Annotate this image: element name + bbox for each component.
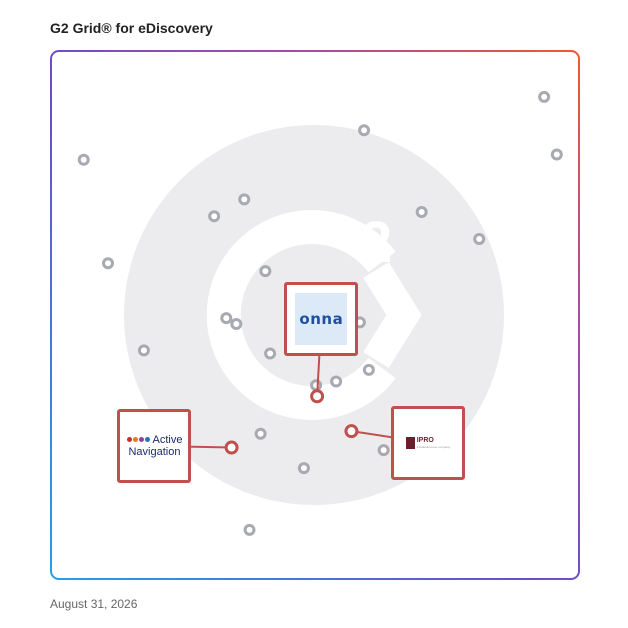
highlighted-product-marker[interactable] xyxy=(310,389,325,404)
product-marker[interactable] xyxy=(230,317,243,330)
points-layer xyxy=(77,90,563,536)
product-marker[interactable] xyxy=(362,363,375,376)
product-marker[interactable] xyxy=(550,148,563,161)
highlighted-product-marker[interactable] xyxy=(344,424,359,439)
onna-logo-card[interactable]: onna xyxy=(284,282,359,357)
product-marker[interactable] xyxy=(415,206,428,219)
onna-logo-text: onna xyxy=(299,310,344,329)
product-marker[interactable] xyxy=(259,265,272,278)
product-marker[interactable] xyxy=(330,375,343,388)
ipro-logo: IPRO a Kaleidoscope company xyxy=(405,436,451,449)
product-marker[interactable] xyxy=(310,379,323,392)
active-navigation-line1: Active xyxy=(152,433,183,446)
product-marker[interactable] xyxy=(77,153,90,166)
active-navigation-logo: Active Navigation xyxy=(126,433,183,458)
product-marker[interactable] xyxy=(208,210,221,223)
ipro-mark-icon xyxy=(405,436,415,449)
product-marker[interactable] xyxy=(264,347,277,360)
product-marker[interactable] xyxy=(102,257,115,270)
chart-title: G2 Grid® for eDiscovery xyxy=(50,20,213,36)
report-date: August 31, 2026 xyxy=(50,597,138,611)
product-marker[interactable] xyxy=(254,427,267,440)
svg-text:2: 2 xyxy=(360,210,392,275)
active-navigation-dots-icon xyxy=(126,437,151,443)
ipro-logo-card[interactable]: IPRO a Kaleidoscope company xyxy=(390,405,465,480)
product-marker[interactable] xyxy=(137,344,150,357)
ipro-logo-text: IPRO xyxy=(416,436,434,444)
product-marker[interactable] xyxy=(473,232,486,245)
product-marker[interactable] xyxy=(243,523,256,536)
highlighted-product-marker[interactable] xyxy=(224,440,239,455)
ipro-tagline: a Kaleidoscope company xyxy=(416,444,451,449)
product-marker[interactable] xyxy=(238,193,251,206)
product-marker[interactable] xyxy=(297,462,310,475)
active-navigation-line2: Navigation xyxy=(128,445,181,458)
product-marker[interactable] xyxy=(377,444,390,457)
product-marker[interactable] xyxy=(538,90,551,103)
active-navigation-logo-card[interactable]: Active Navigation xyxy=(117,408,192,483)
onna-logo: onna xyxy=(295,293,348,346)
product-marker[interactable] xyxy=(358,124,371,137)
product-marker[interactable] xyxy=(220,312,233,325)
